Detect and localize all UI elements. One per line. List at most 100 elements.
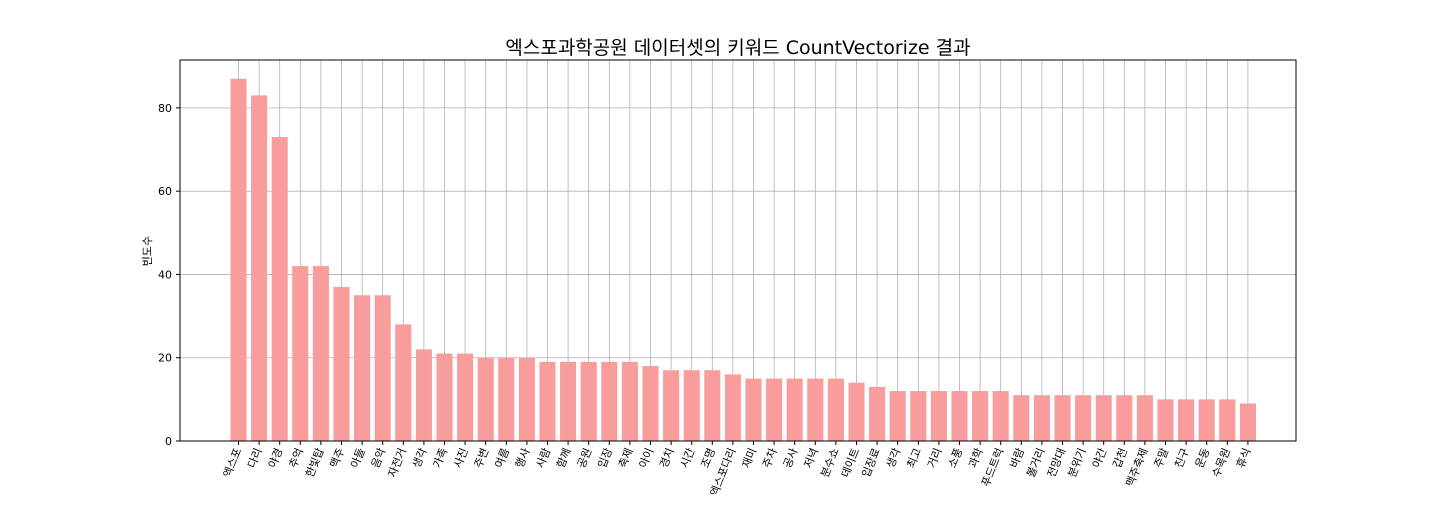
bar: [663, 370, 680, 441]
x-tick-label: 재미: [740, 446, 760, 470]
bar: [724, 374, 741, 441]
bar: [601, 361, 618, 441]
bar: [745, 378, 762, 441]
x-tick-label: 주변: [472, 446, 492, 470]
bar: [1198, 399, 1215, 441]
bar: [1054, 395, 1071, 441]
bar: [1136, 395, 1153, 441]
x-tick-label: 다리: [245, 446, 265, 470]
bar: [972, 391, 989, 441]
bar: [889, 391, 906, 441]
x-tick-label: 아들: [348, 446, 368, 470]
x-tick-label: 추억: [286, 446, 306, 470]
chart-title: 엑스포과학공원 데이터셋의 키워드 CountVectorize 결과: [505, 37, 970, 59]
x-tick-label: 함께: [554, 446, 574, 470]
x-tick-label: 갑천: [1110, 446, 1131, 470]
bar: [704, 370, 721, 441]
bar: [1178, 399, 1195, 441]
x-tick-label: 친구: [1172, 446, 1192, 470]
bar: [766, 378, 783, 441]
x-tick-label: 분위기: [1065, 446, 1088, 479]
bar: [395, 324, 412, 441]
x-tick-label: 주차: [760, 446, 780, 470]
bar: [1033, 395, 1050, 441]
x-tick-label: 아이: [637, 446, 657, 470]
x-tick-label: 사람: [534, 446, 554, 470]
bar: [1013, 395, 1030, 441]
x-tick-label: 엑스포: [221, 446, 244, 479]
bar: [333, 286, 350, 441]
y-axis-ticks: 0 20 40 60 80: [158, 102, 180, 448]
bar: [1239, 403, 1256, 441]
y-tick-label: 40: [158, 268, 172, 281]
bar: [951, 391, 968, 441]
x-tick-label: 자전거: [386, 446, 409, 479]
bar: [910, 391, 927, 441]
bar: [1095, 395, 1112, 441]
x-tick-label: 야경: [266, 446, 286, 470]
bar: [869, 386, 886, 441]
bars: [230, 78, 1256, 442]
x-tick-label: 입장: [595, 446, 615, 470]
x-tick-label: 휴식: [1234, 446, 1254, 470]
x-tick-label: 축제: [616, 446, 636, 470]
x-tick-label: 여름: [492, 446, 512, 470]
y-tick-label: 60: [158, 185, 172, 198]
x-tick-label: 생각: [884, 446, 904, 470]
x-tick-label: 한빛탑: [303, 446, 326, 479]
bar: [539, 361, 556, 441]
bar: [786, 378, 803, 441]
bar: [683, 370, 700, 441]
bar: [230, 78, 247, 441]
x-tick-label: 거리: [925, 446, 945, 470]
bar: [1075, 395, 1092, 441]
x-tick-label: 운동: [1193, 446, 1213, 470]
bar: [827, 378, 844, 441]
bar: [930, 391, 947, 441]
x-tick-label: 경치: [657, 446, 677, 470]
bar: [807, 378, 824, 441]
bar: [477, 357, 494, 441]
x-tick-label: 행사: [513, 446, 533, 470]
bar: [1219, 399, 1236, 441]
x-tick-label: 소풍: [946, 446, 966, 470]
bar: [580, 361, 597, 441]
x-tick-label: 가족: [431, 446, 451, 470]
y-tick-label: 80: [158, 102, 172, 115]
x-tick-label: 생각: [410, 446, 430, 470]
x-tick-label: 수목원: [1210, 446, 1233, 479]
y-axis-label: 빈도수: [141, 236, 154, 266]
bar: [271, 137, 288, 442]
bar: [292, 266, 309, 441]
bar: [354, 295, 371, 441]
x-tick-label: 공원: [575, 446, 595, 470]
bar: [498, 357, 515, 441]
x-tick-label: 저녁: [801, 446, 821, 470]
x-tick-label: 바람: [1007, 446, 1027, 470]
bar: [848, 382, 865, 441]
bar: [415, 349, 432, 441]
x-tick-label: 맥주: [328, 446, 348, 470]
y-tick-label: 0: [165, 435, 172, 448]
bar: [251, 95, 268, 442]
x-tick-label: 공사: [781, 446, 801, 470]
plot-frame: [179, 59, 1297, 442]
bar: [1157, 399, 1174, 441]
bar: [457, 353, 474, 441]
bar: [642, 366, 659, 441]
bar: [374, 295, 391, 441]
x-tick-label: 과학: [966, 446, 986, 470]
y-tick-label: 20: [158, 352, 172, 365]
x-tick-label: 사진: [451, 446, 471, 470]
bar: [1116, 395, 1133, 441]
x-tick-label: 조명: [698, 446, 718, 470]
bar: [621, 361, 638, 441]
bar: [436, 353, 453, 441]
bar: [992, 391, 1009, 441]
bar: [560, 361, 577, 441]
x-tick-label: 입장료: [859, 446, 882, 479]
x-tick-label: 최고: [904, 446, 924, 470]
